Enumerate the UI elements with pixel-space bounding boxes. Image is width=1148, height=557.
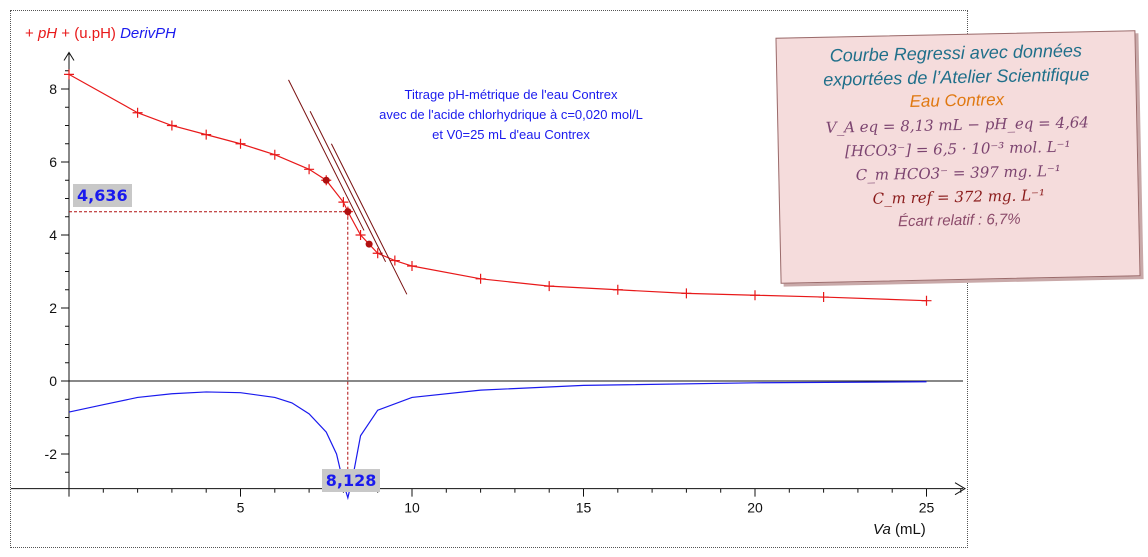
tangent-point — [365, 240, 373, 248]
chart-title: Titrage pH-métrique de l'eau Contrex ave… — [341, 85, 681, 145]
ph-point-marker — [304, 164, 315, 175]
title-line-1: Titrage pH-métrique de l'eau Contrex — [404, 87, 618, 102]
tangent-line — [309, 111, 387, 263]
x-axis-unit: (mL) — [894, 521, 926, 538]
equivalence-ph-readout: 4,636 — [73, 183, 132, 207]
y-tick-label: 8 — [49, 81, 57, 97]
y-tick-label: 4 — [49, 227, 57, 243]
tangent-line — [288, 79, 365, 231]
ph-point-marker — [389, 255, 400, 266]
chart-frame: -2 0 2 4 6 8 5 10 15 20 25 + pH + (u.pH) DerivPH T… — [10, 10, 968, 548]
x-tick-label: 10 — [404, 500, 420, 516]
ph-point-marker — [235, 138, 246, 149]
ph-point-marker — [166, 120, 177, 131]
x-axis-arrow — [954, 482, 966, 496]
ph-point-marker — [750, 290, 760, 301]
ph-point-marker — [355, 230, 366, 240]
x-axis-name: Va — [873, 521, 891, 538]
y-tick-label: 0 — [49, 373, 57, 389]
legend-ph-marker: + — [25, 25, 34, 42]
y-tick-label: -2 — [45, 446, 58, 462]
y-axis-arrow — [63, 51, 75, 61]
y-tick-label: 2 — [49, 300, 57, 316]
legend-deriv-label: DerivPH — [120, 25, 176, 42]
ph-point-marker — [407, 261, 417, 272]
x-tick-label: 15 — [576, 500, 592, 516]
legend-unit-label: (u.pH) — [74, 25, 116, 42]
title-line-2: avec de l'acide chlorhydrique à c=0,020 … — [379, 107, 643, 122]
ph-point-marker — [475, 273, 486, 284]
tangent-point — [322, 176, 330, 184]
title-line-3: et V0=25 mL d'eau Contrex — [432, 127, 590, 142]
annotation-note: Courbe Regressi avec données exportées d… — [775, 30, 1141, 284]
x-axis-label: Va (mL) — [873, 521, 926, 538]
tangent-point — [344, 208, 352, 216]
legend-unit-marker: + — [61, 25, 71, 42]
series-derivph-line — [68, 381, 927, 501]
ph-point-marker — [681, 288, 692, 299]
equivalence-volume-readout: 8,128 — [321, 468, 381, 492]
tangent-line — [330, 143, 408, 295]
ph-point-marker — [269, 149, 280, 160]
titration-chart: -2 0 2 4 6 8 5 10 15 20 25 — [11, 51, 966, 516]
ph-point-marker — [64, 69, 74, 80]
ph-point-marker — [132, 107, 143, 118]
legend-ph-label: pH — [37, 25, 58, 42]
ph-point-marker — [338, 197, 349, 208]
chart-legend: + pH + (u.pH) DerivPH — [25, 25, 176, 42]
ph-point-marker — [818, 292, 829, 303]
x-tick-label: 5 — [237, 500, 245, 516]
ph-point-marker — [921, 295, 932, 306]
x-tick-label: 20 — [747, 500, 763, 516]
y-tick-label: 6 — [49, 154, 57, 170]
x-tick-label: 25 — [919, 500, 935, 516]
ph-point-marker — [612, 284, 623, 295]
ph-point-marker — [201, 129, 212, 140]
ph-point-marker — [544, 281, 555, 292]
